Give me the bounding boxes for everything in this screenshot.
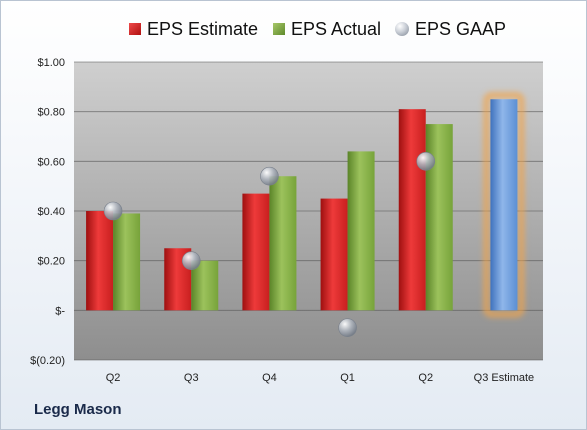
bar-eps-actual bbox=[425, 124, 453, 311]
x-tick-label: Q2 bbox=[418, 372, 433, 384]
point-eps-gaap bbox=[103, 201, 123, 221]
legend-swatch-estimate bbox=[129, 23, 141, 35]
y-tick-label: $1.00 bbox=[37, 57, 65, 69]
x-tick-label: Q2 bbox=[106, 372, 121, 384]
legend-swatch-actual bbox=[273, 23, 285, 35]
bar-eps-actual bbox=[347, 151, 375, 311]
point-eps-gaap bbox=[416, 152, 436, 171]
x-tick-label: Q4 bbox=[262, 372, 277, 384]
bar-eps-estimate bbox=[320, 198, 348, 311]
point-eps-gaap bbox=[260, 166, 279, 186]
bar-eps-actual bbox=[191, 260, 219, 311]
company-name: Legg Mason bbox=[34, 401, 122, 418]
x-tick-label: Q1 bbox=[340, 372, 355, 384]
y-tick-label: $0.60 bbox=[37, 156, 65, 168]
y-tick-label: $- bbox=[55, 305, 65, 317]
legend-label-estimate: EPS Estimate bbox=[147, 18, 259, 39]
point-eps-gaap bbox=[338, 318, 357, 338]
bar-eps-actual bbox=[113, 213, 141, 311]
bar-eps-actual bbox=[269, 176, 297, 311]
legend-label-actual: EPS Actual bbox=[291, 18, 382, 39]
legend: EPS Estimate EPS Actual EPS GAAP bbox=[0, 16, 587, 42]
y-tick-label: $0.80 bbox=[37, 107, 65, 119]
x-tick-label: Q3 Estimate bbox=[474, 372, 535, 384]
legend-item-actual: EPS Actual bbox=[273, 16, 381, 42]
y-tick-label: $0.20 bbox=[37, 256, 65, 268]
bar-eps-estimate bbox=[86, 211, 114, 311]
forecast-glow bbox=[483, 92, 525, 318]
y-tick-label: $0.40 bbox=[37, 206, 65, 218]
y-tick-label: $(0.20) bbox=[30, 355, 65, 367]
x-tick-label: Q3 bbox=[184, 372, 199, 384]
point-eps-gaap bbox=[181, 251, 201, 270]
legend-swatch-gaap bbox=[395, 22, 409, 36]
legend-label-gaap: EPS GAAP bbox=[415, 18, 507, 39]
bar-eps-estimate bbox=[398, 109, 426, 311]
bar-q3-estimate bbox=[490, 99, 518, 311]
legend-item-estimate: EPS Estimate bbox=[129, 16, 258, 42]
legend-item-gaap: EPS GAAP bbox=[395, 16, 506, 42]
bar-eps-estimate bbox=[242, 193, 270, 311]
